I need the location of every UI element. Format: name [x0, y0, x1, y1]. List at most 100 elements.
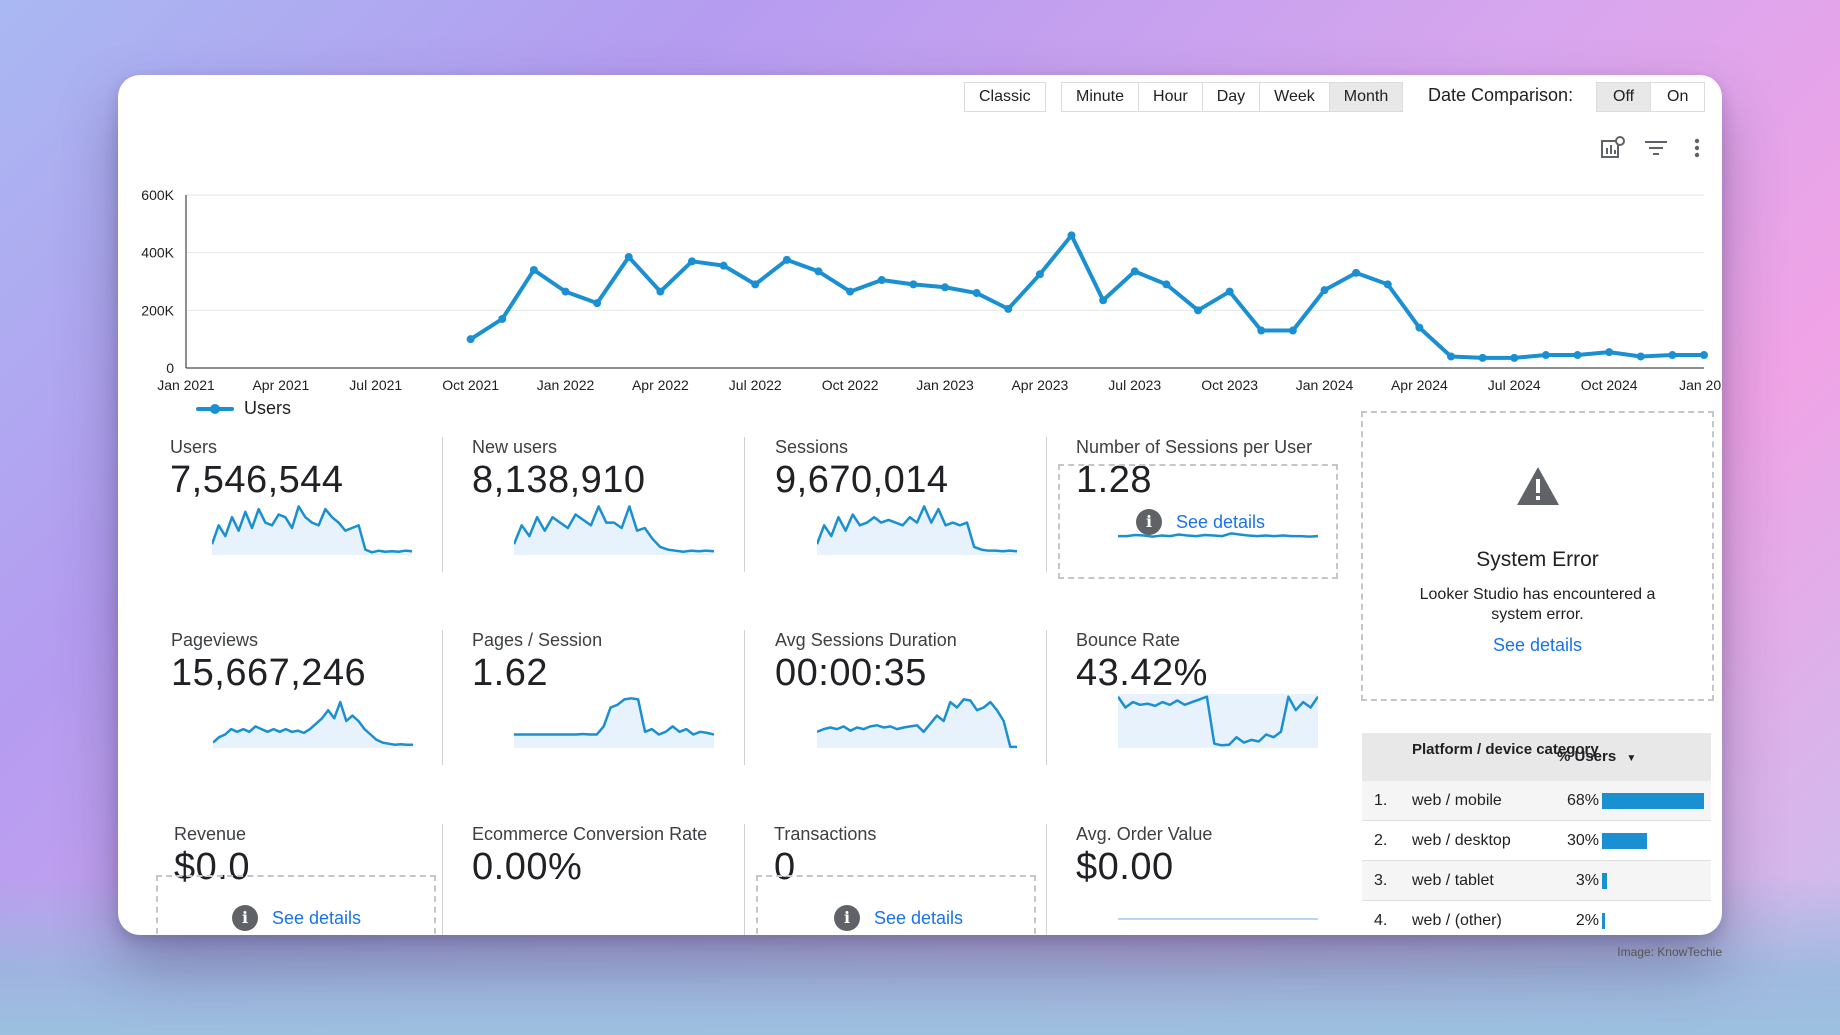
data-point[interactable] — [688, 257, 696, 266]
classic-button[interactable]: Classic — [979, 88, 1031, 105]
sparkline-line — [817, 505, 1017, 553]
x-tick-label: Jan 2021 — [157, 377, 215, 393]
data-point[interactable] — [1636, 352, 1645, 361]
metric-value: 43.42% — [1076, 652, 1208, 694]
info-icon: i — [1136, 509, 1162, 535]
metric-label: Avg Sessions Duration — [775, 630, 957, 650]
table-row[interactable]: 3. web / tablet 3% — [1362, 861, 1711, 901]
dashboard-window: Classic Minute Hour Day Week Month Date … — [118, 75, 1722, 935]
data-point[interactable] — [1700, 351, 1708, 360]
x-tick-label: Jan 202 — [1679, 377, 1722, 393]
see-details-label[interactable]: See details — [1176, 511, 1266, 532]
metric-label: Revenue — [174, 824, 247, 844]
granularity-minute[interactable]: Minute — [1062, 83, 1140, 111]
row-name: web / tablet — [1412, 872, 1494, 889]
column-header-platform[interactable]: Platform / device category — [1412, 741, 1599, 758]
data-point[interactable] — [498, 314, 507, 323]
data-point[interactable] — [1478, 353, 1487, 362]
data-point[interactable] — [1004, 304, 1013, 313]
data-point[interactable] — [1067, 231, 1076, 240]
data-point[interactable] — [814, 267, 823, 276]
column-header-users[interactable]: % Users ▼ — [1557, 748, 1636, 765]
granularity-week[interactable]: Week — [1260, 83, 1330, 111]
data-point[interactable] — [972, 289, 981, 298]
data-point[interactable] — [1668, 351, 1677, 360]
data-point[interactable] — [1605, 348, 1614, 357]
metric-sessions: Sessions 9,670,014 — [775, 437, 1055, 597]
date-comparison-toggle[interactable]: Off On — [1596, 82, 1706, 112]
divider — [1046, 437, 1047, 572]
granularity-month[interactable]: Month — [1329, 83, 1403, 111]
metric-label: Transactions — [774, 824, 877, 844]
see-details-link[interactable]: i See details — [834, 905, 963, 931]
date-comparison-on[interactable]: On — [1667, 88, 1689, 105]
see-details-link[interactable]: i See details — [1136, 509, 1265, 535]
data-point[interactable] — [1320, 286, 1329, 295]
x-tick-label: Jan 2024 — [1296, 377, 1354, 393]
data-point[interactable] — [941, 283, 949, 292]
see-details-label[interactable]: See details — [874, 907, 964, 928]
data-point[interactable] — [1288, 326, 1297, 335]
data-point[interactable] — [877, 276, 886, 285]
data-point[interactable] — [909, 280, 918, 289]
classic-toggle[interactable]: Classic — [964, 82, 1046, 112]
metric-value: 1.62 — [472, 652, 548, 694]
filter-icon[interactable] — [1641, 133, 1671, 163]
transactions-error-box — [756, 875, 1036, 935]
data-point[interactable] — [846, 287, 855, 296]
data-point[interactable] — [593, 299, 602, 308]
granularity-selector[interactable]: Minute Hour Day Week Month — [1061, 82, 1404, 112]
data-point[interactable] — [624, 252, 633, 261]
data-point[interactable] — [751, 280, 760, 289]
data-point[interactable] — [1352, 268, 1361, 277]
date-comparison-off[interactable]: Off — [1597, 83, 1652, 111]
sparkline — [213, 700, 413, 748]
data-point[interactable] — [561, 287, 570, 296]
data-point[interactable] — [1383, 280, 1392, 289]
data-point[interactable] — [466, 335, 475, 344]
metric-label: Sessions — [775, 437, 849, 457]
data-point[interactable] — [1541, 351, 1550, 360]
table-row[interactable]: 1. web / mobile 68% — [1362, 781, 1711, 821]
y-tick-label: 600K — [141, 187, 174, 203]
metric-label: Bounce Rate — [1076, 630, 1181, 650]
data-point[interactable] — [1573, 351, 1582, 360]
data-point[interactable] — [1415, 323, 1424, 332]
metric-value: $0.0 — [174, 846, 250, 888]
x-tick-label: Oct 2021 — [442, 377, 499, 393]
sparkline — [1118, 694, 1318, 748]
data-point[interactable] — [1162, 280, 1171, 289]
error-see-details-link[interactable]: See details — [1492, 635, 1583, 655]
x-tick-label: Oct 2024 — [1581, 377, 1638, 393]
chart-settings-icon[interactable] — [1597, 133, 1627, 163]
table-row[interactable]: 2. web / desktop 30% — [1362, 821, 1711, 861]
sparkline-area — [514, 506, 714, 555]
metric-label: New users — [472, 437, 558, 457]
see-details-link[interactable]: i See details — [232, 905, 361, 931]
divider — [1046, 824, 1047, 935]
table-row[interactable]: 4. web / (other) 2% — [1362, 901, 1711, 935]
metric-revenue: Revenue $0.0 — [174, 824, 454, 935]
data-point[interactable] — [1510, 353, 1519, 362]
divider — [744, 437, 745, 572]
sparkline-line — [213, 700, 413, 747]
data-point[interactable] — [1257, 326, 1266, 335]
row-percent: 30% — [1566, 832, 1599, 849]
data-point[interactable] — [719, 261, 728, 270]
data-point[interactable] — [1035, 270, 1044, 279]
data-point[interactable] — [1130, 267, 1139, 276]
data-point[interactable] — [1225, 287, 1234, 296]
data-point[interactable] — [1194, 306, 1202, 315]
data-point[interactable] — [656, 287, 665, 296]
granularity-day[interactable]: Day — [1203, 83, 1261, 111]
data-point[interactable] — [782, 255, 791, 264]
see-details-label[interactable]: See details — [272, 907, 362, 928]
metric-transactions: Transactions 0 — [774, 824, 1054, 935]
granularity-hour[interactable]: Hour — [1139, 83, 1203, 111]
x-tick-label: Apr 2024 — [1391, 377, 1448, 393]
more-vert-icon[interactable] — [1682, 133, 1712, 163]
data-point[interactable] — [529, 265, 538, 274]
data-point[interactable] — [1447, 352, 1455, 361]
sparkline — [514, 697, 714, 748]
data-point[interactable] — [1099, 296, 1108, 305]
